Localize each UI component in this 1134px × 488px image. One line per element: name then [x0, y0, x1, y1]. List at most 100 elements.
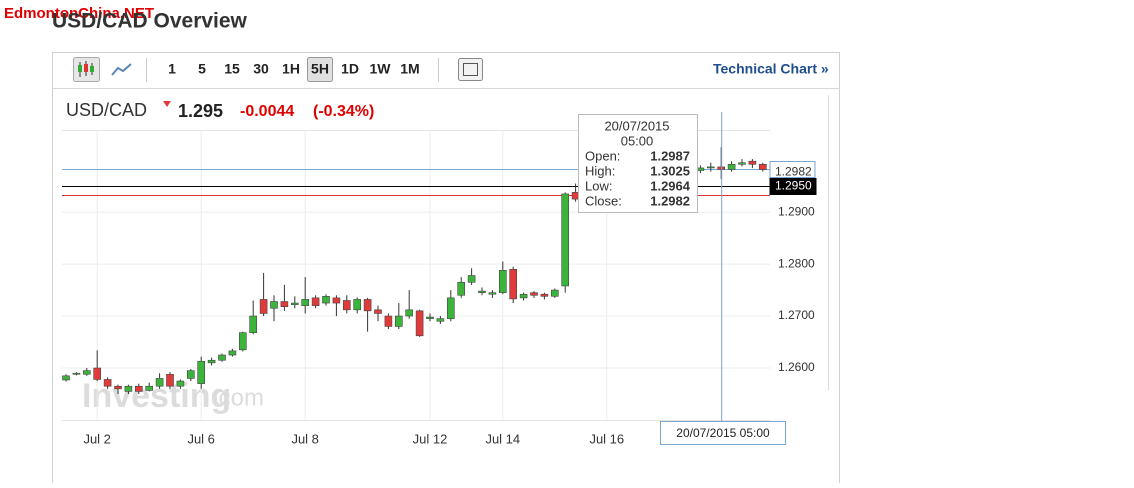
candle-body	[363, 299, 372, 312]
candle-body	[270, 301, 278, 309]
candle-body	[332, 297, 341, 304]
crosshair-label-box	[660, 421, 786, 445]
candle-body	[394, 315, 403, 327]
interval-button[interactable]: 1	[168, 61, 176, 77]
site-watermark: EdmontonChina.NET	[4, 5, 154, 22]
candle-body	[311, 297, 320, 306]
candle-body	[207, 359, 216, 364]
tooltip-label: Open:	[585, 148, 620, 163]
page-title: USD/CAD Overview	[52, 10, 248, 33]
candle-body	[218, 354, 226, 361]
candle-body	[530, 292, 538, 296]
candle-body	[62, 375, 70, 381]
candle-body	[72, 372, 81, 375]
interval-button[interactable]: 1M	[400, 61, 419, 77]
candle-body	[758, 164, 767, 170]
y-tick-label: 1.2700	[778, 308, 815, 322]
candle-body	[446, 297, 455, 319]
candle-body	[488, 292, 497, 295]
candle-body	[290, 302, 299, 305]
candle-body	[509, 268, 518, 300]
candle-body	[228, 350, 237, 356]
y-tick-label: 1.2600	[778, 360, 815, 374]
candle-body	[342, 300, 351, 311]
down-arrow	[163, 101, 171, 107]
tooltip-label: Close:	[585, 193, 622, 208]
candle-body	[706, 166, 715, 169]
tooltip-date: 20/07/2015	[604, 118, 669, 133]
candle-body	[187, 370, 195, 379]
candle-body	[249, 315, 257, 333]
interval-active	[307, 57, 333, 82]
candle-body	[124, 385, 133, 392]
tooltip-value: 1.2964	[650, 178, 691, 193]
technical-chart-link[interactable]: Technical Chart »	[713, 61, 829, 77]
candle-body	[519, 293, 528, 299]
candle-body	[405, 309, 414, 317]
y-tick-label: 1.2900	[778, 204, 815, 218]
candle-body	[166, 373, 174, 387]
candle-icon-bodies	[78, 65, 94, 72]
quote-price: 1.295	[178, 101, 223, 121]
interval-button[interactable]: 1D	[341, 61, 359, 77]
candle-body	[415, 310, 424, 337]
candle-body	[301, 299, 310, 306]
price-tag	[769, 161, 816, 178]
brand-watermark-suffix: .com	[212, 384, 264, 411]
candle-body	[498, 270, 507, 293]
y-tick-label: 1.2800	[778, 256, 815, 270]
interval-button[interactable]: 15	[224, 61, 240, 77]
tooltip-time: 05:00	[621, 133, 654, 148]
candle-body	[550, 289, 559, 297]
candle-body	[93, 367, 101, 380]
x-tick-label: Jul 8	[291, 431, 318, 446]
panel	[52, 52, 840, 488]
tooltip	[578, 114, 698, 213]
interval-button[interactable]: 1W	[370, 61, 392, 77]
price-tag-label: 1.2982	[775, 165, 812, 179]
candle-body	[114, 385, 122, 390]
candle-body	[155, 378, 164, 387]
candle-body	[436, 318, 445, 322]
tooltip-label: Low:	[585, 178, 612, 193]
interval-button[interactable]: 30	[253, 61, 269, 77]
candle-body	[384, 315, 393, 327]
candle-body	[561, 193, 570, 287]
layout-button[interactable]	[458, 58, 483, 81]
candle-body	[738, 162, 746, 165]
candle-body	[239, 332, 247, 351]
candle-body	[280, 301, 289, 308]
x-tick-label: Jul 6	[187, 431, 214, 446]
candle-body	[259, 299, 268, 314]
candle-body	[83, 370, 91, 375]
candle-body	[135, 385, 143, 392]
tooltip-value: 1.3025	[650, 163, 690, 178]
candle-body	[322, 296, 330, 304]
candle-body	[457, 281, 466, 296]
tooltip-value: 1.2987	[650, 148, 690, 163]
x-tick-label: Jul 14	[485, 431, 520, 446]
interval-button[interactable]: 1H	[282, 61, 300, 77]
candle-body	[748, 160, 757, 165]
tooltip-value: 1.2982	[650, 193, 690, 208]
x-tick-label: Jul 2	[83, 431, 110, 446]
interval-button[interactable]: 5H	[311, 61, 329, 77]
candle-body	[176, 380, 185, 387]
candle-body	[478, 290, 486, 293]
x-tick-label: Jul 16	[589, 431, 624, 446]
line-icon[interactable]	[111, 63, 132, 76]
candle-body	[426, 316, 434, 319]
tooltip-label: High:	[585, 163, 615, 178]
crosshair-label: 20/07/2015 05:00	[676, 426, 770, 440]
candle-body	[374, 309, 382, 314]
candle-body	[145, 385, 153, 391]
candle-body	[467, 275, 476, 283]
quote-change-pct: (-0.34%)	[313, 103, 374, 120]
candle-body	[103, 379, 112, 387]
interval-button[interactable]: 5	[198, 61, 206, 77]
candle-body	[540, 293, 549, 297]
candle-icon-body	[84, 64, 88, 72]
price-tag-label: 1.2950	[775, 179, 812, 193]
